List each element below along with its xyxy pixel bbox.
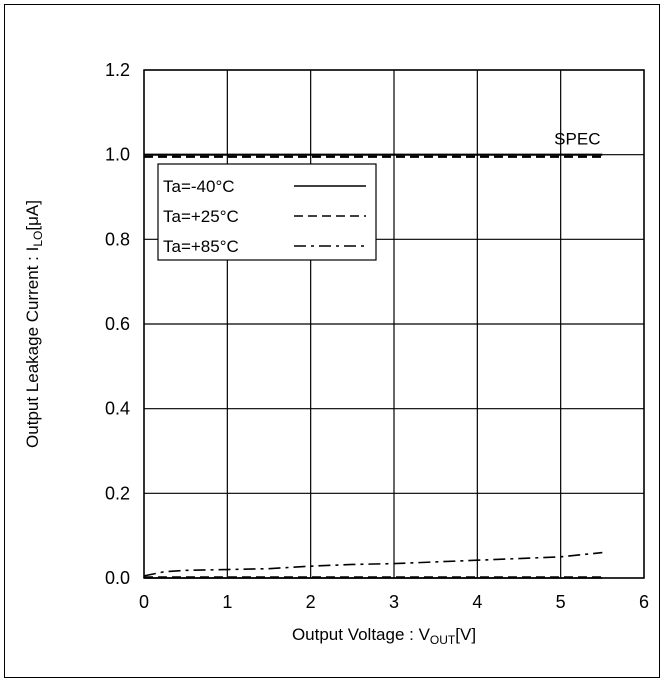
- series-line: [143, 551, 603, 577]
- y-tick-label: 0.2: [105, 483, 130, 503]
- y-ticks: 0.0 0.2 0.4 0.6 0.8 1.0 1.2: [105, 60, 130, 588]
- x-tick-label: 4: [472, 592, 482, 612]
- x-tick-label: 2: [306, 592, 316, 612]
- x-ticks: 0 1 2 3 4 5 6: [139, 592, 649, 612]
- y-tick-label: 0.0: [105, 568, 130, 588]
- legend-entry-label: Ta=+85°C: [163, 237, 239, 256]
- legend-entry-label: Ta=+25°C: [163, 207, 239, 226]
- legend: Ta=-40°C Ta=+25°C Ta=+85°C: [157, 163, 377, 261]
- x-tick-label: 3: [389, 592, 399, 612]
- y-tick-label: 0.4: [105, 399, 130, 419]
- y-tick-label: 0.6: [105, 314, 130, 334]
- legend-box: [157, 163, 377, 261]
- spec-annotation: SPEC: [554, 130, 600, 149]
- y-tick-label: 1.0: [105, 145, 130, 165]
- y-axis-title: Output Leakage Current : ILO[μA]: [23, 200, 45, 448]
- x-tick-label: 1: [222, 592, 232, 612]
- x-tick-label: 6: [639, 592, 649, 612]
- x-tick-label: 0: [139, 592, 149, 612]
- x-axis-title: Output Voltage : VOUT[V]: [292, 625, 476, 647]
- series-layer: [143, 153, 603, 579]
- y-tick-label: 0.8: [105, 229, 130, 249]
- y-tick-label: 1.2: [105, 60, 130, 80]
- chart-frame: [4, 4, 660, 678]
- legend-entry-label: Ta=-40°C: [163, 177, 235, 196]
- x-tick-label: 5: [556, 592, 566, 612]
